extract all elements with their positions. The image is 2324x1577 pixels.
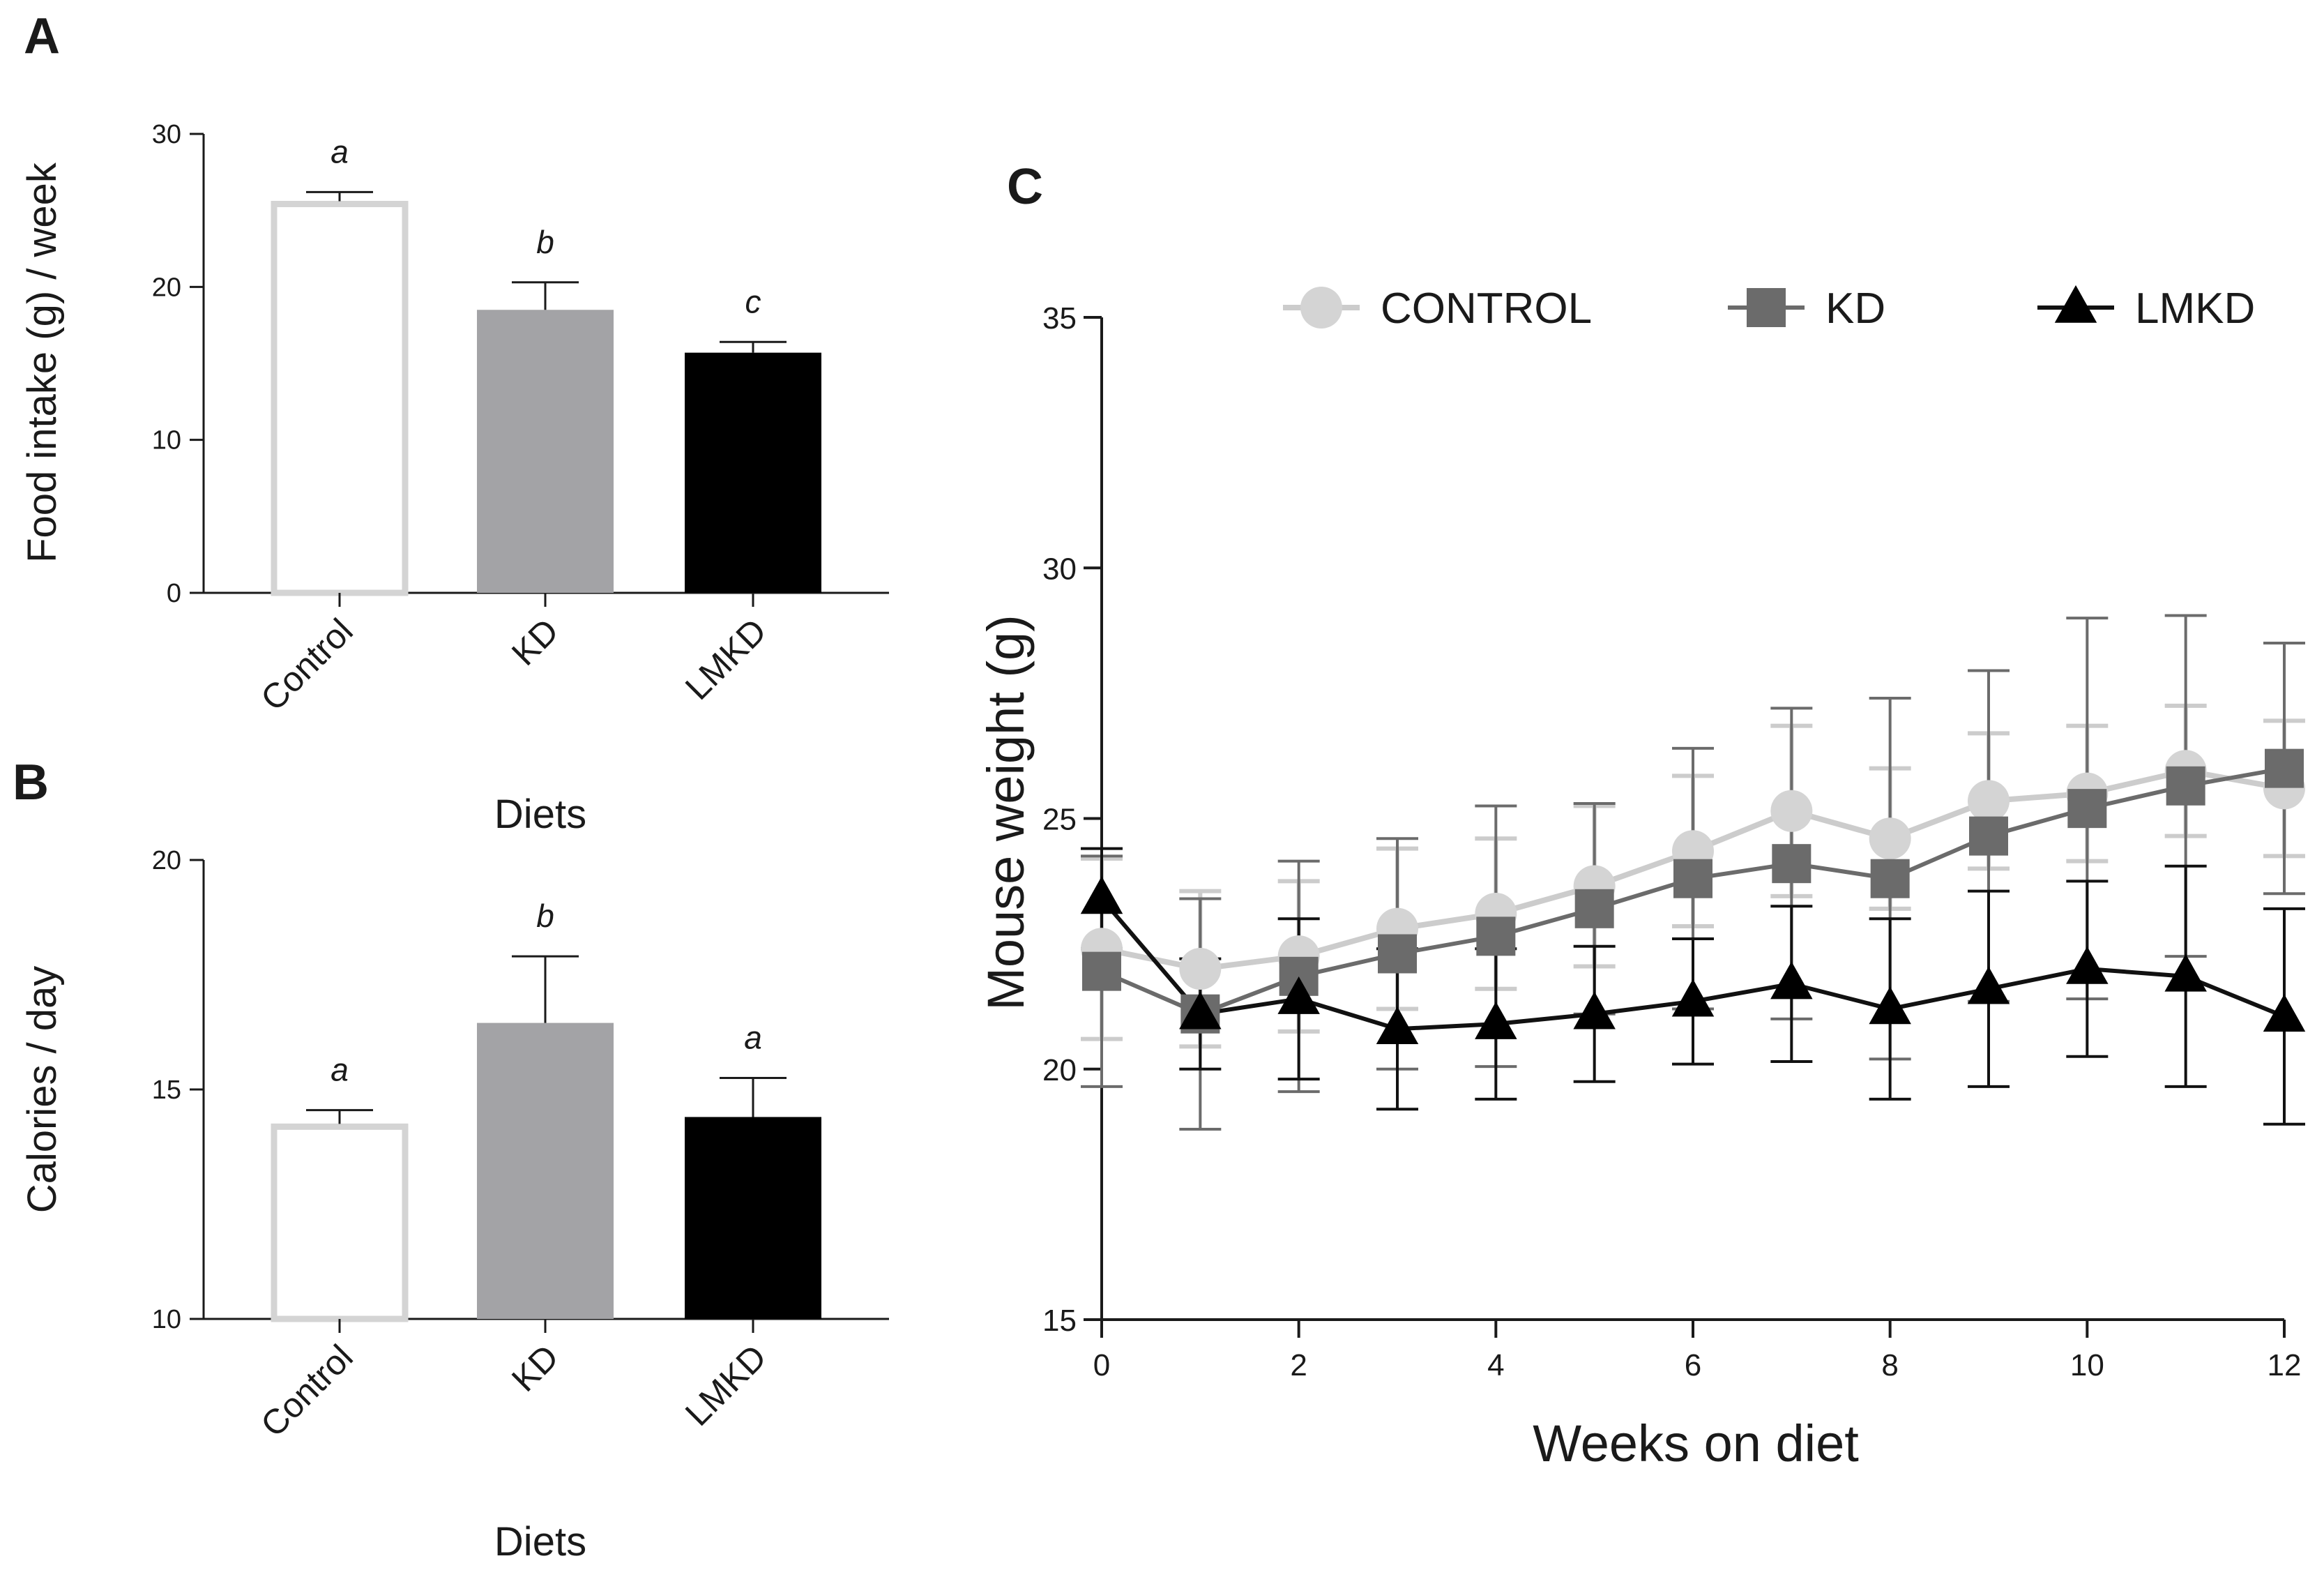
x-tick-label: 10 — [2070, 1348, 2104, 1382]
significance-letter: a — [744, 1020, 762, 1056]
data-point-lmkd — [2066, 946, 2109, 984]
y-tick-label: 10 — [152, 426, 181, 455]
panel-letter-a: A — [24, 8, 60, 64]
legend-label-kd: KD — [1825, 285, 1885, 333]
bar-lmkd — [685, 352, 821, 593]
significance-letter: a — [331, 1052, 349, 1088]
data-point-lmkd — [1080, 876, 1123, 914]
data-point-lmkd — [1475, 1001, 1517, 1039]
data-point-control — [1968, 780, 2010, 822]
y-tick-label: 20 — [152, 846, 181, 875]
y-tick-label: 30 — [152, 120, 181, 149]
data-point-control — [1179, 948, 1222, 990]
y-tick-label: 15 — [1042, 1304, 1077, 1338]
bar-control — [271, 201, 409, 596]
y-tick-label: 20 — [1042, 1053, 1077, 1087]
data-point-kd — [1969, 816, 2008, 856]
data-point-lmkd — [1967, 966, 2010, 1004]
panel-b-x-axis-title: Diets — [494, 1519, 586, 1564]
x-tick-label: 8 — [1881, 1348, 1898, 1382]
legend-marker-kd — [1747, 288, 1786, 327]
panel-c-x-axis-title: Weeks on diet — [1533, 1414, 1859, 1472]
data-point-kd — [1673, 859, 1712, 898]
data-point-kd — [1082, 951, 1121, 991]
data-point-kd — [1574, 889, 1614, 928]
data-point-lmkd — [2164, 953, 2207, 992]
legend-label-lmkd: LMKD — [2135, 285, 2255, 333]
panel-c: C Mouse weight (g) Weeks on diet 1520253… — [977, 159, 2306, 1472]
y-tick-label: 35 — [1042, 301, 1077, 335]
x-tick-label: 4 — [1487, 1348, 1504, 1382]
x-tick-label: 12 — [2268, 1348, 2302, 1382]
data-point-lmkd — [1179, 991, 1222, 1029]
x-tick-label: 2 — [1290, 1348, 1307, 1382]
data-point-control — [1770, 790, 1813, 832]
bar-control — [271, 1123, 409, 1322]
data-point-kd — [1870, 859, 1910, 898]
data-point-lmkd — [1869, 986, 1911, 1025]
significance-letter: a — [331, 133, 349, 169]
panel-a-x-axis-title: Diets — [494, 792, 586, 837]
data-point-kd — [2166, 766, 2205, 806]
panel-letter-c: C — [1007, 159, 1043, 215]
legend-label-control: CONTROL — [1381, 285, 1592, 333]
data-point-kd — [2067, 789, 2107, 829]
significance-letter: c — [745, 283, 761, 319]
panel-b-y-axis-title: Calories / day — [20, 966, 65, 1214]
y-tick-label: 25 — [1042, 803, 1077, 837]
data-point-lmkd — [1376, 1006, 1419, 1045]
data-point-lmkd — [1277, 976, 1320, 1014]
panel-c-plot-area: 15 20 25 30 35 0 2 4 6 8 10 12 — [1042, 301, 2306, 1382]
bar-kd — [477, 310, 614, 593]
data-point-control — [1869, 817, 1911, 860]
data-point-lmkd — [1671, 979, 1715, 1017]
bar-lmkd — [685, 1117, 821, 1319]
y-tick-label: 20 — [152, 273, 181, 302]
y-tick-label: 0 — [167, 579, 181, 608]
y-tick-label: 15 — [152, 1076, 181, 1105]
panel-a-y-axis-title: Food intake (g) / week — [20, 162, 65, 563]
data-point-kd — [1772, 844, 1812, 884]
bar-kd — [477, 1023, 614, 1319]
x-tick-label: 0 — [1093, 1348, 1110, 1382]
panel-c-y-axis-title: Mouse weight (g) — [977, 614, 1035, 1011]
y-tick-label: 30 — [1042, 552, 1077, 586]
data-point-lmkd — [1573, 991, 1616, 1029]
data-point-kd — [1476, 916, 1516, 956]
panel-letter-b: B — [13, 755, 49, 810]
data-point-kd — [1378, 934, 1417, 974]
legend-marker-control — [1300, 287, 1342, 329]
y-tick-label: 10 — [152, 1305, 181, 1334]
x-tick-label: 6 — [1685, 1348, 1701, 1382]
significance-letter: b — [536, 224, 554, 260]
significance-letter: b — [536, 898, 554, 934]
data-point-lmkd — [1770, 961, 1813, 999]
legend-marker-lmkd — [2054, 285, 2097, 323]
panel-c-legend: CONTROL KD LMKD — [1283, 285, 2255, 333]
data-point-kd — [2265, 748, 2304, 788]
data-point-lmkd — [2263, 994, 2306, 1032]
